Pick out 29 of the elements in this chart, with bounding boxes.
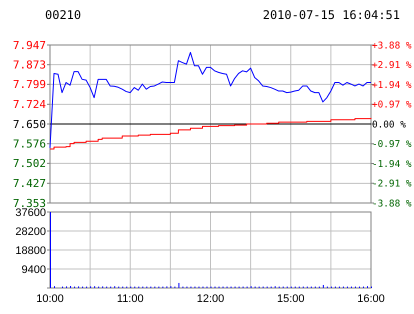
line-series [50,52,372,148]
y-tick-label: 7.576 [12,138,46,151]
y-tick-label: 7.799 [12,78,46,92]
y-tick-label: 18800 [15,244,46,257]
y2-tick-label: -3.88 % [372,198,412,210]
y2-tick-label: +2.91 % [372,60,412,72]
y-tick-label: 7.724 [12,98,46,112]
y2-tick-label: -2.91 % [372,178,412,190]
x-tick-label: 12:00 [196,293,224,305]
y-tick-label: 7.650 [12,118,46,131]
x-tick-label: 15:00 [276,293,305,305]
y-tick-label: 7.427 [12,177,46,190]
y-tick-label: 37600 [15,206,46,219]
chart-subtitle: 2010-07-15 16:04:51 [262,8,400,22]
y-tick-label: 7.947 [12,38,46,52]
y2-tick-label: +3.88 % [372,40,412,52]
x-tick-label: 11:00 [116,293,144,305]
y2-tick-label: +0.97 % [372,100,412,111]
y2-tick-label: 0.00 % [372,119,406,130]
chart-title: 00210 [45,8,82,22]
y2-tick-label: -0.97 % [372,139,412,150]
x-tick-label: 16:00 [357,293,385,305]
y-tick-label: 9400 [22,264,46,276]
y2-tick-label: -1.94 % [372,158,412,170]
y2-tick-label: +1.94 % [372,80,412,91]
y-tick-label: 7.502 [12,157,46,170]
x-tick-label: 10:00 [36,293,64,305]
y-tick-label: 28200 [15,226,46,238]
y-tick-label: 7.873 [12,58,46,72]
